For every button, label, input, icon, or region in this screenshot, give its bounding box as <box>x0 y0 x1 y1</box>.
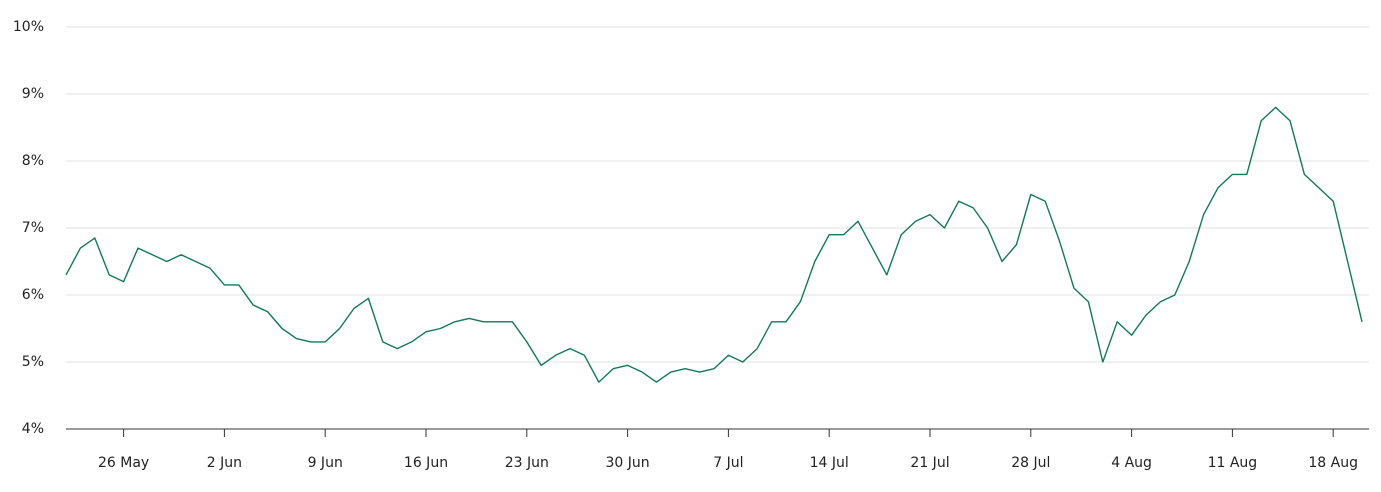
y-tick-label: 8% <box>22 153 44 169</box>
y-tick-label: 10% <box>13 19 44 35</box>
x-tick-label: 16 Jun <box>404 455 448 471</box>
line <box>65 106 1363 383</box>
x-tick-label: 14 Jul <box>810 455 849 471</box>
x-tick-label: 23 Jun <box>505 455 549 471</box>
y-tick-label: 4% <box>22 421 44 437</box>
y-tick-label: 6% <box>22 287 44 303</box>
x-tick-label: 30 Jun <box>606 455 650 471</box>
x-tick-label: 28 Jul <box>1011 455 1050 471</box>
x-tick-label: 2 Jun <box>207 455 242 471</box>
x-tick-label: 21 Jul <box>910 455 949 471</box>
y-tick-label: 9% <box>22 86 44 102</box>
x-tick-label: 26 May <box>98 455 149 471</box>
x-tick-label: 9 Jun <box>308 455 343 471</box>
x-tick-label: 11 Aug <box>1208 455 1258 471</box>
x-tick-label: 18 Aug <box>1308 455 1358 471</box>
x-tick-label: 4 Aug <box>1111 455 1152 471</box>
x-tick-label: 7 Jul <box>713 455 743 471</box>
y-tick-label: 7% <box>22 220 44 236</box>
y-tick-label: 5% <box>22 354 44 370</box>
